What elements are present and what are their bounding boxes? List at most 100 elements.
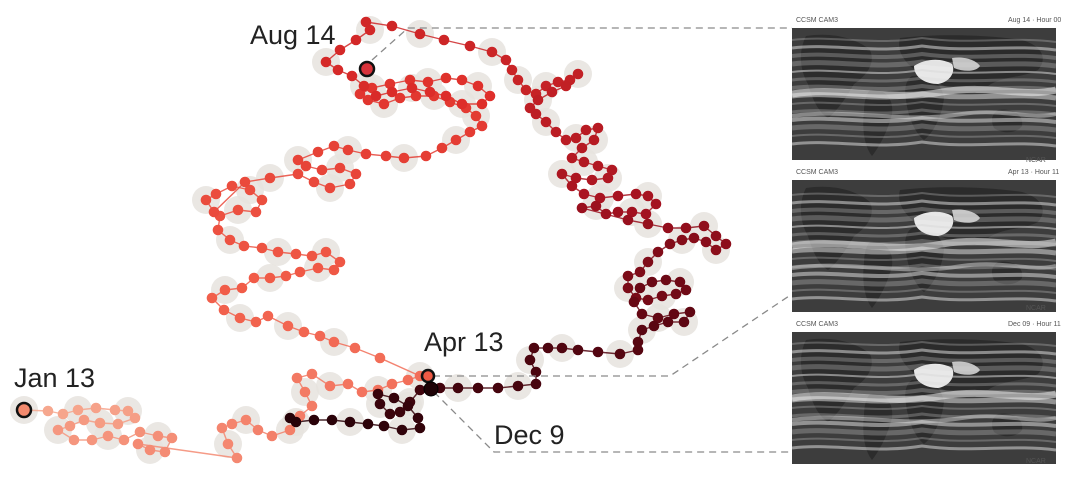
trajectory-point[interactable] (622, 282, 634, 294)
trajectory-point[interactable] (452, 382, 464, 394)
trajectory-point[interactable] (144, 444, 156, 456)
trajectory-point[interactable] (308, 414, 320, 426)
trajectory-point[interactable] (592, 160, 604, 172)
trajectory-point[interactable] (250, 206, 262, 218)
trajectory-point[interactable] (414, 28, 426, 40)
trajectory-point[interactable] (166, 432, 178, 444)
trajectory-point[interactable] (250, 316, 262, 328)
trajectory-point[interactable] (646, 276, 658, 288)
trajectory-point[interactable] (320, 56, 332, 68)
trajectory-point[interactable] (642, 256, 654, 268)
trajectory-point[interactable] (680, 284, 692, 296)
trajectory-point[interactable] (282, 320, 294, 332)
trajectory-point[interactable] (344, 416, 356, 428)
trajectory-point[interactable] (334, 44, 346, 56)
trajectory-point[interactable] (588, 134, 600, 146)
trajectory-point[interactable] (316, 164, 328, 176)
trajectory-point[interactable] (660, 274, 672, 286)
trajectory-point[interactable] (234, 312, 246, 324)
trajectory-point[interactable] (566, 152, 578, 164)
trajectory-point[interactable] (366, 82, 378, 94)
trajectory-point[interactable] (422, 76, 434, 88)
trajectory-point[interactable] (700, 236, 712, 248)
trajectory-point[interactable] (552, 76, 564, 88)
trajectory-point[interactable] (456, 98, 468, 110)
trajectory-point[interactable] (484, 90, 496, 102)
trajectory-point[interactable] (450, 134, 462, 146)
trajectory-point[interactable] (550, 126, 562, 138)
trajectory-point[interactable] (464, 40, 476, 52)
trajectory-point[interactable] (652, 246, 664, 258)
trajectory-point[interactable] (306, 368, 318, 380)
marker-apr13[interactable] (420, 368, 436, 384)
trajectory-point[interactable] (360, 16, 372, 28)
trajectory-point[interactable] (530, 108, 542, 120)
trajectory-point[interactable] (440, 72, 452, 84)
trajectory-point[interactable] (546, 86, 558, 98)
trajectory-point[interactable] (398, 152, 410, 164)
trajectory-point[interactable] (320, 246, 332, 258)
trajectory-point[interactable] (326, 414, 338, 426)
trajectory-point[interactable] (236, 282, 248, 294)
trajectory-point[interactable] (556, 342, 568, 354)
trajectory-point[interactable] (374, 398, 386, 410)
trajectory-point[interactable] (674, 276, 686, 288)
trajectory-point[interactable] (294, 266, 306, 278)
trajectory-point[interactable] (109, 404, 121, 416)
trajectory-point[interactable] (402, 400, 414, 412)
trajectory-point[interactable] (592, 346, 604, 358)
trajectory-point[interactable] (284, 412, 296, 424)
trajectory-point[interactable] (256, 242, 268, 254)
trajectory-point[interactable] (231, 452, 243, 464)
trajectory-point[interactable] (328, 264, 340, 276)
trajectory-point[interactable] (424, 86, 436, 98)
trajectory-point[interactable] (324, 380, 336, 392)
trajectory-point[interactable] (72, 404, 84, 416)
trajectory-point[interactable] (132, 438, 144, 450)
trajectory-point[interactable] (648, 320, 660, 332)
trajectory-point[interactable] (291, 372, 303, 384)
trajectory-point[interactable] (206, 292, 218, 304)
trajectory-point[interactable] (306, 250, 318, 262)
trajectory-point[interactable] (642, 294, 654, 306)
marker-dec9[interactable] (423, 381, 439, 397)
trajectory-point[interactable] (540, 116, 552, 128)
trajectory-point[interactable] (642, 218, 654, 230)
trajectory-point[interactable] (346, 70, 358, 82)
trajectory-point[interactable] (238, 240, 250, 252)
trajectory-point[interactable] (622, 270, 634, 282)
trajectory-point[interactable] (676, 234, 688, 246)
trajectory-point[interactable] (642, 190, 654, 202)
trajectory-point[interactable] (362, 94, 374, 106)
trajectory-point[interactable] (218, 304, 230, 316)
trajectory-point[interactable] (374, 352, 386, 364)
trajectory-point[interactable] (438, 34, 450, 46)
trajectory-point[interactable] (344, 178, 356, 190)
trajectory-point[interactable] (664, 238, 676, 250)
trajectory-point[interactable] (612, 190, 624, 202)
trajectory-point[interactable] (542, 342, 554, 354)
trajectory-point[interactable] (402, 374, 414, 386)
trajectory-point[interactable] (570, 172, 582, 184)
trajectory-point[interactable] (308, 176, 320, 188)
trajectory-point[interactable] (350, 168, 362, 180)
trajectory-point[interactable] (630, 188, 642, 200)
trajectory-point[interactable] (134, 426, 146, 438)
trajectory-point[interactable] (264, 172, 276, 184)
trajectory-point[interactable] (384, 408, 396, 420)
trajectory-point[interactable] (662, 316, 674, 328)
trajectory-point[interactable] (64, 420, 76, 432)
trajectory-point[interactable] (688, 232, 700, 244)
trajectory-point[interactable] (334, 162, 346, 174)
trajectory-point[interactable] (380, 150, 392, 162)
trajectory-point[interactable] (404, 74, 416, 86)
trajectory-point[interactable] (312, 262, 324, 274)
trajectory-point[interactable] (362, 418, 374, 430)
trajectory-point[interactable] (300, 160, 312, 172)
trajectory-point[interactable] (594, 192, 606, 204)
trajectory-point[interactable] (219, 284, 231, 296)
trajectory-point[interactable] (396, 424, 408, 436)
trajectory-point[interactable] (90, 402, 102, 414)
trajectory-point[interactable] (486, 46, 498, 58)
trajectory-point[interactable] (394, 92, 406, 104)
